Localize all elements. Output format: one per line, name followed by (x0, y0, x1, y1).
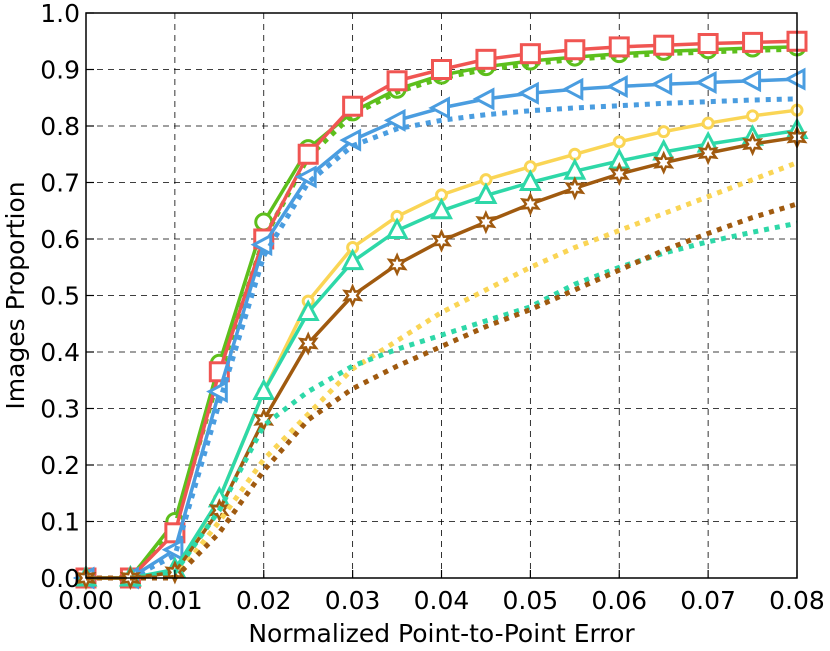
data-point (694, 71, 717, 94)
data-point (385, 217, 409, 240)
x-axis-ticks: 0.00 0.01 0.02 0.03 0.04 0.05 0.06 0.07 0.08 (58, 570, 825, 615)
data-point (742, 132, 764, 157)
data-point (739, 69, 762, 93)
data-point (653, 150, 675, 175)
data-point (386, 70, 408, 92)
data-point (653, 34, 675, 56)
series-4 (86, 96, 798, 581)
data-point (296, 299, 320, 321)
y-tick-label: 0.4 (40, 338, 80, 367)
data-point (253, 407, 275, 432)
data-point (697, 141, 719, 166)
series-10 (86, 201, 798, 581)
x-tick-label: 0.03 (325, 586, 381, 615)
data-point (608, 161, 630, 187)
y-tick-label: 0.1 (40, 508, 80, 537)
series-line (86, 220, 798, 581)
data-point (568, 147, 582, 161)
data-point (783, 67, 806, 91)
data-point (428, 96, 450, 120)
x-tick-label: 0.02 (236, 586, 292, 615)
series-line (86, 160, 798, 581)
y-tick-label: 0.2 (40, 451, 80, 480)
data-point (606, 74, 628, 98)
data-point (608, 36, 630, 58)
data-point (697, 33, 719, 55)
series-line (86, 96, 798, 581)
data-point (474, 182, 498, 204)
x-tick-label: 0.05 (503, 586, 559, 615)
data-point (431, 59, 452, 80)
data-point (341, 248, 365, 271)
series-line (86, 77, 798, 580)
data-point (430, 197, 453, 220)
y-tick-label: 0.7 (40, 169, 80, 198)
x-tick-label: 0.07 (680, 586, 736, 615)
data-point (561, 77, 584, 101)
y-tick-label: 0.8 (40, 112, 80, 141)
data-point (657, 125, 671, 139)
x-axis-label: Normalized Point-to-Point Error (248, 619, 635, 648)
data-point (564, 176, 586, 201)
data-point (519, 191, 541, 217)
data-point (161, 538, 184, 562)
data-point (612, 135, 626, 149)
series-8 (86, 160, 798, 581)
y-tick-label: 0.5 (40, 282, 80, 311)
data-point (742, 31, 764, 53)
data-point (650, 72, 673, 96)
data-point (297, 331, 319, 356)
y-tick-label: 0.3 (40, 395, 80, 424)
data-point (472, 87, 495, 111)
series-3 (72, 67, 806, 590)
x-tick-label: 0.08 (769, 586, 825, 615)
data-point (518, 169, 542, 191)
data-point (297, 143, 319, 165)
data-point (746, 109, 760, 123)
x-tick-label: 0.01 (147, 586, 203, 615)
y-tick-label: 0.9 (40, 56, 80, 85)
series-line (86, 201, 798, 581)
data-point (701, 116, 715, 130)
plot-series (72, 30, 809, 591)
x-tick-label: 0.06 (591, 586, 647, 615)
data-point (475, 210, 497, 235)
y-axis-label: Images Proportion (1, 181, 30, 409)
data-point (431, 228, 452, 253)
data-point (206, 380, 228, 404)
y-tick-label: 0.0 (40, 564, 80, 593)
x-tick-label: 0.04 (414, 586, 470, 615)
data-point (252, 378, 276, 401)
data-point (386, 252, 408, 277)
y-tick-label: 1.0 (40, 0, 80, 28)
series-9 (86, 220, 798, 581)
y-tick-label: 0.6 (40, 225, 80, 254)
y-axis-ticks: 0.0 0.1 0.2 0.3 0.4 0.5 0.6 0.7 0.8 0.9 1.0 (40, 0, 94, 593)
data-point (564, 39, 586, 61)
data-point (383, 108, 406, 132)
data-point (342, 283, 364, 308)
data-point (517, 81, 539, 105)
data-point (519, 43, 541, 65)
data-point (342, 95, 364, 117)
data-point (475, 48, 497, 70)
x-tick-label: 0.00 (58, 586, 114, 615)
